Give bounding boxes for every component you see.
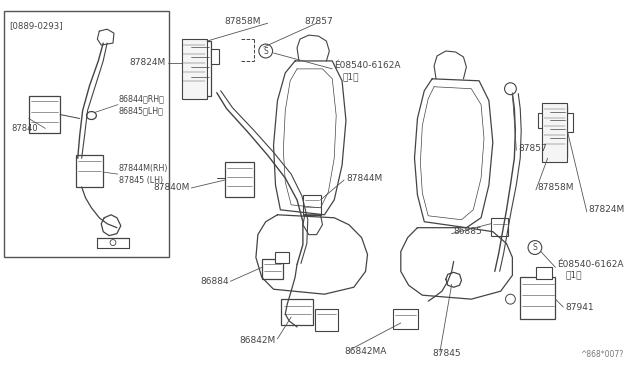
Text: 87845: 87845: [432, 349, 461, 358]
Bar: [393, 309, 419, 329]
Bar: [189, 41, 211, 96]
Text: 86842M: 86842M: [239, 336, 275, 345]
Circle shape: [110, 240, 116, 246]
Bar: [182, 39, 207, 99]
Circle shape: [506, 294, 515, 304]
Text: ^868*007?: ^868*007?: [580, 350, 623, 359]
Bar: [520, 277, 556, 319]
Text: 86885: 86885: [454, 227, 483, 236]
Text: 87845 (LH): 87845 (LH): [119, 176, 163, 185]
Text: 87840: 87840: [11, 124, 38, 133]
Text: 87857: 87857: [518, 144, 547, 153]
Text: 87824M: 87824M: [589, 205, 625, 214]
Bar: [548, 106, 567, 157]
Circle shape: [259, 44, 273, 58]
Bar: [275, 251, 289, 263]
Text: S: S: [263, 46, 268, 55]
Bar: [491, 218, 509, 235]
Text: É08540-6162A: É08540-6162A: [334, 61, 401, 70]
Text: 87824M: 87824M: [130, 58, 166, 67]
Text: S: S: [532, 243, 538, 252]
Bar: [303, 195, 321, 215]
Bar: [538, 113, 548, 128]
Text: 87844M(RH): 87844M(RH): [119, 164, 168, 173]
Bar: [262, 259, 284, 279]
Circle shape: [528, 241, 542, 254]
Text: 86844〈RH〉: 86844〈RH〉: [119, 94, 164, 103]
Bar: [29, 96, 60, 134]
Text: 87941: 87941: [565, 302, 594, 312]
Text: É08540-6162A: É08540-6162A: [557, 260, 624, 269]
Bar: [542, 103, 567, 162]
Bar: [225, 162, 254, 197]
Text: 87857: 87857: [305, 17, 333, 26]
Bar: [315, 309, 338, 331]
Text: （1）: （1）: [342, 72, 358, 81]
Text: （1）: （1）: [565, 271, 582, 280]
Circle shape: [504, 83, 516, 95]
Text: 87840M: 87840M: [153, 183, 189, 192]
Text: 86845〈LH〉: 86845〈LH〉: [119, 106, 164, 115]
Text: 87858M: 87858M: [225, 17, 261, 26]
Bar: [282, 299, 313, 325]
Bar: [76, 155, 103, 187]
Text: 87844M: 87844M: [346, 174, 382, 183]
Bar: [536, 267, 552, 279]
Bar: [4, 11, 169, 257]
Bar: [211, 49, 219, 64]
Bar: [567, 113, 573, 132]
Text: [0889-0293]: [0889-0293]: [9, 21, 63, 30]
Text: 86884: 86884: [200, 277, 228, 286]
Text: 87858M: 87858M: [538, 183, 574, 192]
Text: 86842MA: 86842MA: [344, 347, 387, 356]
